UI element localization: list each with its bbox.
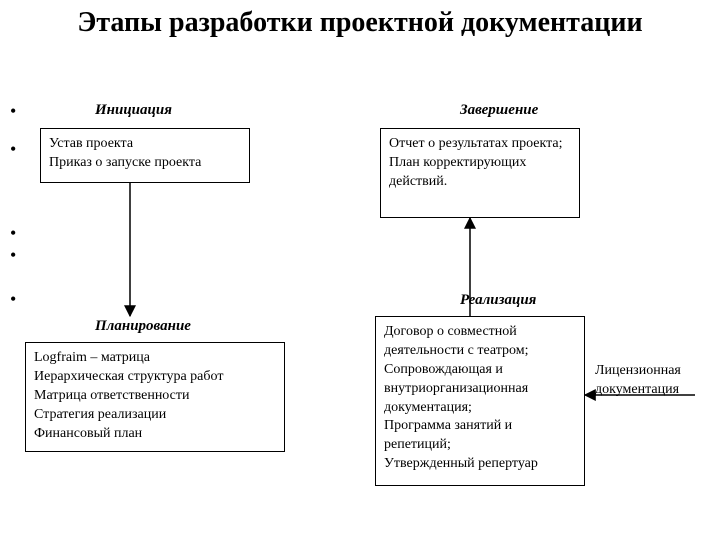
box-completion: Отчет о результатах проекта; План коррек…: [380, 128, 580, 218]
bullet-dot: •: [10, 224, 16, 242]
box-planning: Logfraim – матрица Иерархическая структу…: [25, 342, 285, 452]
box-initiation: Устав проекта Приказ о запуске проекта: [40, 128, 250, 183]
bullet-dot: •: [10, 246, 16, 264]
page-title: Этапы разработки проектной документации: [0, 8, 720, 39]
note-licensing: Лицензионная документация: [595, 362, 681, 400]
label-planning: Планирование: [95, 318, 191, 335]
bullet-dot: •: [10, 102, 16, 120]
bullet-dot: •: [10, 290, 16, 308]
label-initiation: Инициация: [95, 102, 172, 119]
label-realization: Реализация: [460, 292, 536, 309]
arrows-layer: [0, 0, 720, 540]
box-realization: Договор о совместной деятельности с теат…: [375, 316, 585, 486]
label-completion: Завершение: [460, 102, 538, 119]
bullet-dot: •: [10, 140, 16, 158]
